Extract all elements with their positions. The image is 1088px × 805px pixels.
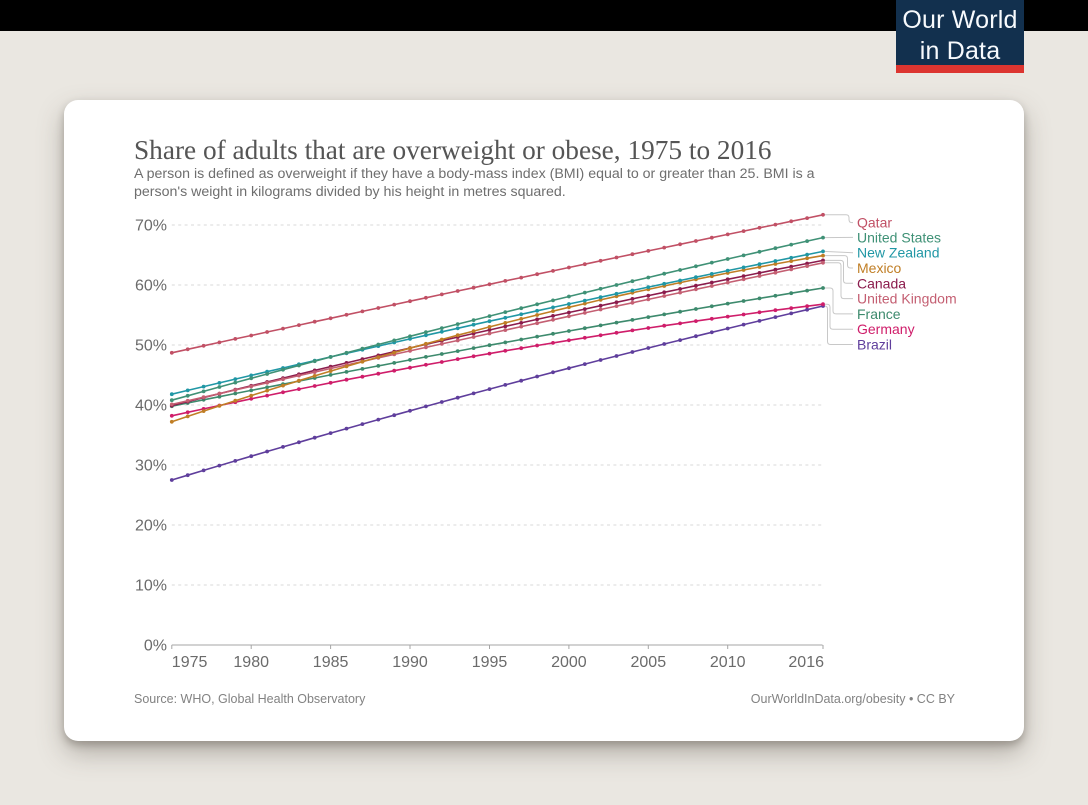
svg-text:2000: 2000 [551, 654, 587, 671]
svg-text:2010: 2010 [710, 654, 746, 671]
svg-text:1985: 1985 [313, 654, 349, 671]
svg-text:1975: 1975 [172, 654, 208, 671]
svg-text:United States: United States [857, 229, 941, 245]
svg-text:Brazil: Brazil [857, 337, 892, 353]
svg-text:1990: 1990 [392, 654, 428, 671]
svg-text:France: France [857, 306, 901, 322]
svg-text:1995: 1995 [472, 654, 508, 671]
svg-text:United Kingdom: United Kingdom [857, 291, 957, 307]
svg-text:Germany: Germany [857, 321, 915, 337]
svg-text:0%: 0% [144, 638, 167, 655]
svg-text:Qatar: Qatar [857, 215, 892, 231]
svg-text:70%: 70% [135, 218, 167, 235]
svg-text:20%: 20% [135, 518, 167, 535]
svg-text:40%: 40% [135, 398, 167, 415]
svg-text:2005: 2005 [631, 654, 667, 671]
svg-text:New Zealand: New Zealand [857, 245, 940, 261]
svg-text:Mexico: Mexico [857, 260, 902, 276]
svg-text:10%: 10% [135, 578, 167, 595]
svg-text:1980: 1980 [233, 654, 269, 671]
svg-text:50%: 50% [135, 338, 167, 355]
svg-text:60%: 60% [135, 278, 167, 295]
svg-text:Canada: Canada [857, 275, 906, 291]
svg-text:30%: 30% [135, 458, 167, 475]
svg-text:2016: 2016 [788, 654, 824, 671]
